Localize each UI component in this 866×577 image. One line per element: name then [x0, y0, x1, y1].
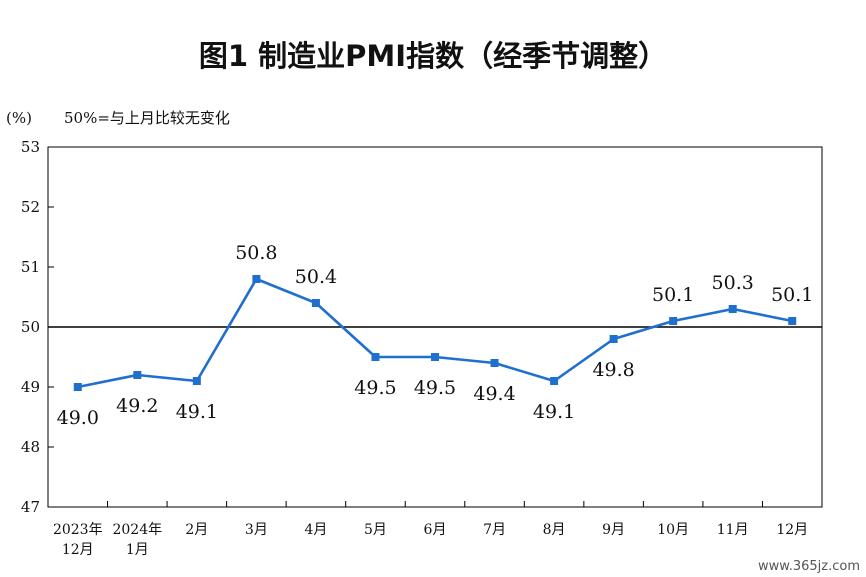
x-tick-label: 2月	[185, 522, 208, 538]
data-label: 50.3	[712, 272, 754, 294]
data-point	[728, 305, 737, 313]
data-point	[490, 359, 499, 367]
data-point	[192, 377, 201, 385]
data-label: 49.1	[533, 401, 575, 423]
y-axis: 47 48 49 50 51 52 53	[21, 138, 54, 516]
data-label: 49.5	[354, 377, 396, 399]
x-tick-label: 8月	[543, 522, 566, 538]
data-label: 50.1	[771, 284, 813, 306]
data-point	[252, 275, 261, 283]
data-point	[311, 299, 320, 307]
data-label: 49.1	[176, 401, 218, 423]
data-point	[371, 353, 380, 361]
y-tick-label: 49	[21, 378, 40, 396]
data-point	[609, 335, 618, 343]
unit-label: (%)	[6, 109, 32, 127]
data-point	[431, 353, 439, 361]
x-tick-label: 7月	[483, 522, 506, 538]
y-tick-label: 53	[21, 138, 40, 156]
y-tick-label: 51	[21, 258, 40, 276]
y-tick-label: 50	[21, 318, 40, 336]
data-point	[550, 377, 559, 385]
x-tick-label: 3月	[245, 522, 268, 538]
y-tick-label: 48	[21, 438, 40, 456]
data-point	[669, 317, 678, 325]
x-tick-label: 4月	[304, 522, 327, 538]
data-labels: 49.0 49.2 49.1 50.8 50.4 49.5 49.5 49.4 49.1 49.8…	[57, 242, 814, 429]
data-label: 49.4	[473, 383, 515, 405]
x-tick-label: 11月	[717, 522, 749, 538]
data-point	[788, 317, 797, 325]
x-tick-label: 2023年 12月	[53, 522, 103, 558]
data-label: 50.1	[652, 284, 694, 306]
y-tick-label: 52	[21, 198, 40, 216]
data-label: 49.8	[592, 359, 634, 381]
x-tick-label: 5月	[364, 522, 387, 538]
y-tick-label: 47	[21, 498, 40, 516]
data-label: 49.5	[414, 377, 456, 399]
data-label: 50.4	[295, 266, 337, 288]
data-label: 50.8	[235, 242, 277, 264]
data-label: 49.2	[116, 395, 158, 417]
x-tick-label: 12月	[776, 522, 808, 538]
chart-title: 图1 制造业PMI指数（经季节调整）	[199, 39, 667, 73]
x-tick-label: 10月	[657, 522, 689, 538]
pmi-series	[73, 275, 797, 391]
x-tick-label: 2024年 1月	[112, 522, 162, 558]
data-point	[73, 383, 82, 391]
x-tick-label: 6月	[424, 522, 447, 538]
data-point	[133, 371, 142, 379]
x-tick-label: 9月	[602, 522, 625, 538]
watermark: www.365jz.com	[758, 559, 860, 574]
data-label: 49.0	[57, 407, 99, 429]
note-label: 50%=与上月比较无变化	[64, 109, 230, 127]
